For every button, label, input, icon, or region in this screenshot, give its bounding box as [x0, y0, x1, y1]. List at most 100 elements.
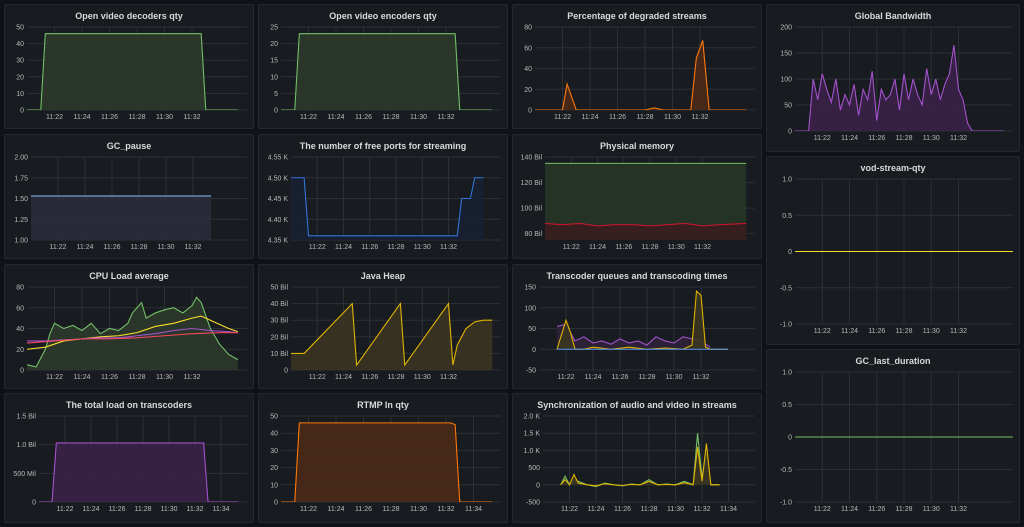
panel-title[interactable]: Physical memory	[599, 141, 675, 151]
series-line	[291, 302, 493, 367]
panel-open-video-decoders[interactable]: Open video decoders qty 0 10 20 30 40 50 11:22 1…	[4, 4, 254, 129]
y-tick-label: 30	[270, 448, 278, 455]
x-tick-label: 11:26	[612, 374, 629, 381]
panel-title[interactable]: GC_last_duration	[855, 356, 931, 366]
x-tick-label: 11:30	[414, 374, 431, 381]
chart-svg: 0 10 20 30 40 50 11:22 11:24 11:26 11:28 11:30 11:3…	[16, 25, 247, 121]
y-tick-label: 10	[16, 91, 24, 98]
series-line	[535, 40, 746, 110]
x-tick-label: 11:32	[440, 374, 457, 381]
series-line	[795, 45, 1004, 131]
series-line	[27, 332, 238, 344]
panel-title[interactable]: Transcoder queues and transcoding times	[546, 271, 728, 281]
series-area	[281, 33, 492, 110]
y-tick-label: 40	[16, 41, 24, 48]
y-tick-label: 1.75	[14, 175, 28, 182]
series-line	[560, 443, 720, 487]
x-tick-label: 11:28	[131, 244, 148, 251]
panel-global-bandwidth[interactable]: Global Bandwidth 0 50 100 150 200 11:22 11:24 11…	[766, 4, 1020, 152]
y-tick-label: 20	[16, 347, 24, 354]
x-tick-label: 11:28	[388, 374, 405, 381]
panel-transcoder-queues[interactable]: Transcoder queues and transcoding times -…	[512, 264, 762, 389]
y-tick-label: -1.0	[780, 322, 792, 329]
panel-total-load-transcoders[interactable]: The total load on transcoders 0 500 Mil 1.0…	[4, 393, 254, 523]
y-tick-label: 4.50 K	[268, 175, 289, 182]
y-tick-label: 0	[274, 500, 278, 507]
x-tick-label: 11:22	[309, 374, 326, 381]
y-tick-label: 2.00	[14, 155, 28, 162]
panel-degraded-streams[interactable]: Percentage of degraded streams 0 20 40 60 80 1…	[512, 4, 762, 129]
y-tick-label: 0	[536, 482, 540, 489]
panel-title[interactable]: The total load on transcoders	[65, 400, 193, 410]
series-area	[281, 422, 492, 502]
y-tick-label: 15	[270, 58, 278, 65]
x-tick-label: 11:22	[46, 114, 63, 121]
series-area	[291, 177, 484, 240]
x-tick-label: 11:22	[46, 374, 63, 381]
panel-free-ports[interactable]: The number of free ports for streaming 4.…	[258, 134, 508, 259]
panel-title[interactable]: GC_pause	[106, 141, 152, 151]
y-tick-label: 50	[16, 25, 24, 32]
panel-gc-last-duration[interactable]: GC_last_duration -1.0 -0.5 0 0.5 1.0 11:22 11:2…	[766, 349, 1020, 523]
y-tick-label: 150	[780, 51, 792, 58]
y-tick-label: 0	[284, 368, 288, 375]
x-tick-label: 11:22	[300, 506, 317, 513]
x-tick-label: 11:32	[187, 506, 204, 513]
y-tick-label: 200	[780, 25, 792, 32]
x-tick-label: 11:30	[410, 114, 427, 121]
panel-title[interactable]: The number of free ports for streaming	[299, 141, 467, 151]
x-tick-label: 11:22	[561, 506, 578, 513]
chart-svg: 1.00 1.25 1.50 1.75 2.00 11:22 11:24 11:26 11:28…	[14, 155, 247, 251]
y-tick-label: 20	[270, 41, 278, 48]
y-tick-label: 0	[788, 435, 792, 442]
panel-title[interactable]: Open video encoders qty	[329, 11, 437, 21]
y-tick-label: 25	[270, 25, 278, 32]
y-tick-label: 4.55 K	[268, 155, 289, 162]
x-tick-label: 11:28	[383, 114, 400, 121]
panel-open-video-encoders[interactable]: Open video encoders qty 0 5 10 15 20 25 11:22 11…	[258, 4, 508, 129]
panel-rtmp-in-qty[interactable]: RTMP In qty 0 10 20 30 40 50 11:22 11:24 11:26 11:…	[258, 393, 508, 523]
panel-av-sync[interactable]: Synchronization of audio and video in st…	[512, 393, 762, 523]
series-line	[27, 296, 239, 368]
panel-title[interactable]: vod-stream-qty	[860, 163, 926, 173]
x-tick-label: 11:26	[361, 244, 378, 251]
series-area	[39, 442, 239, 502]
y-tick-label: 0	[32, 500, 36, 507]
x-tick-label: 11:26	[868, 328, 885, 335]
y-tick-label: 40	[270, 431, 278, 438]
panel-title[interactable]: CPU Load average	[89, 271, 169, 281]
x-tick-label: 11:28	[388, 244, 405, 251]
chart-svg: 0 10 20 30 40 50 11:22 11:24 11:26 11:28 11:30 11:3…	[270, 414, 501, 513]
x-tick-label: 11:22	[309, 244, 326, 251]
panel-vod-stream-qty[interactable]: vod-stream-qty -1.0 -0.5 0 0.5 1.0 11:22 11:24 1…	[766, 156, 1020, 345]
y-tick-label: 0	[532, 347, 536, 354]
x-tick-label: 11:26	[614, 506, 631, 513]
panel-java-heap[interactable]: Java Heap 0 10 Bil 20 Bil 30 Bil 40 Bil 50 Bil…	[258, 264, 508, 389]
x-tick-label: 11:32	[185, 244, 202, 251]
x-tick-label: 11:32	[950, 506, 967, 513]
chart-svg: 4.35 K 4.40 K 4.45 K 4.50 K 4.55 K 11:22 11:24…	[268, 155, 501, 251]
x-tick-label: 11:28	[129, 114, 146, 121]
x-tick-label: 11:24	[582, 114, 599, 121]
panel-title[interactable]: Percentage of degraded streams	[567, 11, 707, 21]
y-tick-label: -0.5	[780, 467, 792, 474]
x-tick-label: 11:24	[841, 506, 858, 513]
panel-title[interactable]: Synchronization of audio and video in st…	[537, 400, 737, 410]
y-tick-label: 4.40 K	[268, 217, 289, 224]
panel-physical-memory[interactable]: Physical memory 80 Bil 100 Bil 120 Bil 140 B…	[512, 134, 762, 259]
y-tick-label: 10	[270, 482, 278, 489]
panel-title[interactable]: Global Bandwidth	[854, 11, 932, 21]
x-tick-label: 11:30	[667, 506, 684, 513]
x-tick-label: 11:22	[300, 114, 317, 121]
panel-gc-pause[interactable]: GC_pause 1.00 1.25 1.50 1.75 2.00 11:22 11:24 11…	[4, 134, 254, 259]
panel-cpu-load[interactable]: CPU Load average 0 20 40 60 80 11:22 11:24 11:26…	[4, 264, 254, 389]
panel-title[interactable]: Open video decoders qty	[75, 11, 183, 21]
x-tick-label: 11:24	[77, 244, 94, 251]
panel-title[interactable]: RTMP In qty	[357, 400, 409, 410]
x-tick-label: 11:22	[814, 506, 831, 513]
x-tick-label: 11:26	[101, 374, 118, 381]
y-tick-label: -500	[526, 500, 540, 507]
chart-svg: 0 5 10 15 20 25 11:22 11:24 11:26 11:28 11:30 11:32	[270, 25, 501, 121]
panel-title[interactable]: Java Heap	[360, 271, 406, 281]
x-tick-label: 11:32	[694, 244, 711, 251]
